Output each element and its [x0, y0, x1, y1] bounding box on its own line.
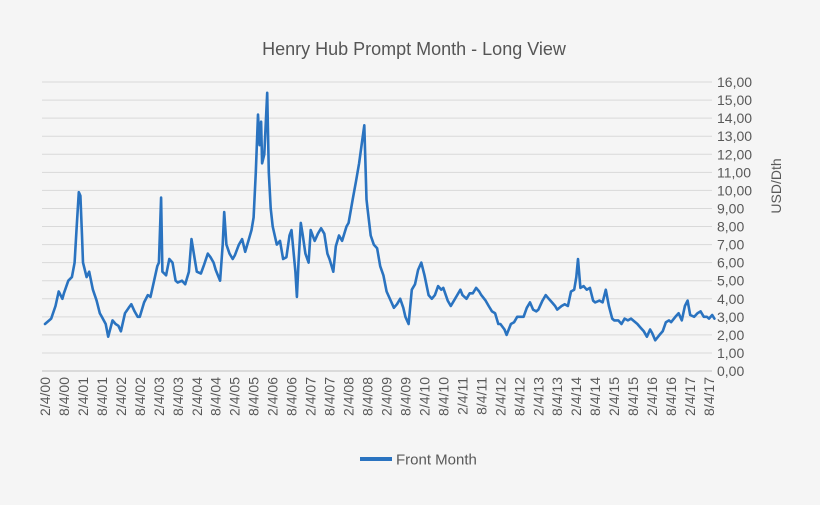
y-tick-label: 14,00: [717, 110, 752, 126]
x-tick-label: 2/4/02: [113, 377, 129, 416]
legend: Front Month: [360, 452, 477, 469]
x-tick-label: 2/4/07: [303, 377, 319, 416]
y-tick-label: 13,00: [717, 128, 752, 144]
x-tick-label: 2/4/12: [492, 377, 508, 416]
y-tick-label: 12,00: [717, 146, 752, 162]
x-tick-label: 8/4/08: [360, 377, 376, 416]
x-tick-label: 8/4/03: [170, 377, 186, 416]
x-tick-label: 2/4/03: [151, 377, 167, 416]
x-tick-label: 2/4/15: [606, 377, 622, 416]
legend-label-front-month: Front Month: [396, 452, 477, 469]
x-tick-label: 8/4/13: [549, 377, 565, 416]
x-tick-label: 8/4/07: [322, 377, 338, 416]
x-tick-label: 2/4/04: [189, 377, 205, 416]
y-tick-label: 16,00: [717, 74, 752, 90]
y-tick-label: 2,00: [717, 327, 744, 343]
y-tick-label: 0,00: [717, 363, 744, 379]
y-tick-label: 3,00: [717, 309, 744, 325]
x-tick-label: 2/4/01: [75, 377, 91, 416]
x-tick-label: 2/4/17: [682, 377, 698, 416]
x-tick-label: 2/4/00: [37, 377, 53, 416]
x-tick-label: 8/4/02: [132, 377, 148, 416]
x-tick-label: 8/4/10: [435, 377, 451, 416]
y-tick-label: 8,00: [717, 219, 744, 235]
x-tick-label: 8/4/16: [663, 377, 679, 416]
x-tick-label: 8/4/04: [208, 377, 224, 416]
y-tick-label: 10,00: [717, 182, 752, 198]
y-tick-label: 1,00: [717, 345, 744, 361]
y-axis-label: USD/Dth: [768, 158, 784, 213]
grid-lines: [42, 81, 712, 354]
x-tick-label: 2/4/14: [568, 377, 584, 416]
x-tick-label: 2/4/10: [416, 377, 432, 416]
chart-title: Henry Hub Prompt Month - Long View: [262, 39, 567, 59]
y-tick-label: 5,00: [717, 273, 744, 289]
x-tick-label: 8/4/09: [397, 377, 413, 416]
y-tick-label: 15,00: [717, 92, 752, 108]
x-tick-label: 8/4/00: [56, 377, 72, 416]
y-tick-label: 7,00: [717, 237, 744, 253]
x-tick-label: 2/4/05: [227, 377, 243, 416]
y-tick-label: 9,00: [717, 200, 744, 216]
x-tick-label: 8/4/12: [511, 377, 527, 416]
x-tick-label: 2/4/09: [378, 377, 394, 416]
y-tick-label: 6,00: [717, 255, 744, 271]
series-layer: [43, 91, 716, 342]
x-tick-label: 8/4/14: [587, 377, 603, 416]
x-tick-label: 2/4/06: [265, 377, 281, 416]
x-tick-label: 2/4/08: [341, 377, 357, 416]
x-tick-label: 8/4/01: [94, 377, 110, 416]
series-line-front-month: [43, 91, 716, 342]
x-tick-label: 8/4/17: [701, 377, 717, 416]
x-tick-label: 8/4/11: [473, 377, 489, 415]
x-tick-label: 8/4/05: [246, 377, 262, 416]
y-axis-ticks: 0,00 1,00 2,00 3,00 4,00 5,00 6,00 7,00 8,00 9,00…: [717, 74, 752, 379]
x-tick-label: 2/4/13: [530, 377, 546, 416]
x-tick-label: 2/4/16: [644, 377, 660, 416]
x-tick-label: 8/4/15: [625, 377, 641, 416]
x-axis-ticks: 2/4/00 8/4/00 2/4/01 8/4/01 2/4/02 8/4/02 2/4/…: [37, 377, 717, 416]
y-tick-label: 11,00: [717, 164, 751, 180]
y-tick-label: 4,00: [717, 291, 744, 307]
x-tick-label: 8/4/06: [284, 377, 300, 416]
x-tick-label: 2/4/11: [454, 377, 470, 415]
